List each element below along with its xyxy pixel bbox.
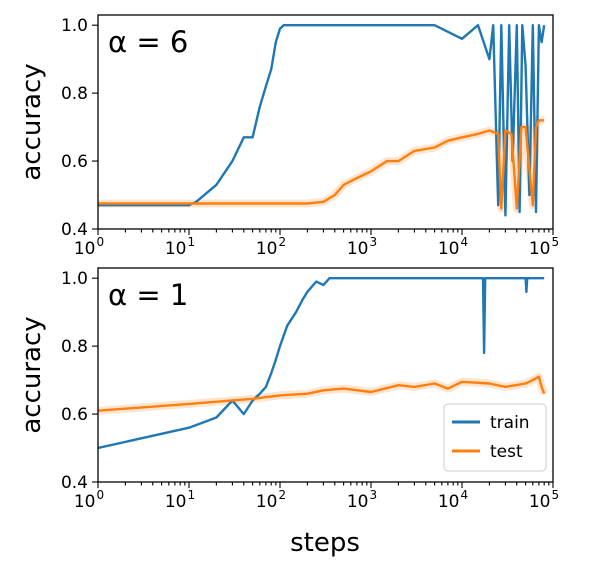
x-tick-label-2: 102 bbox=[256, 488, 286, 512]
x-tick-label-5: 105 bbox=[529, 235, 559, 259]
panel-title-top: α = 6 bbox=[108, 25, 188, 59]
x-tick-label-0: 100 bbox=[74, 488, 104, 512]
y-tick-label-0: 0.4 bbox=[61, 220, 88, 240]
series-test-line-panel-0 bbox=[98, 119, 545, 210]
y-tick-label-0: 0.4 bbox=[61, 473, 88, 493]
x-tick-label-3: 103 bbox=[347, 488, 377, 512]
series-train-line-panel-0 bbox=[98, 24, 546, 217]
legend-label-train: train bbox=[490, 413, 530, 433]
x-tick-label-5: 105 bbox=[529, 488, 559, 512]
y-tick-label-1: 0.6 bbox=[61, 405, 88, 425]
x-tick-label-2: 102 bbox=[256, 235, 286, 259]
x-tick-label-1: 101 bbox=[165, 488, 195, 512]
plot-area-top bbox=[98, 24, 546, 217]
y-tick-label-2: 0.8 bbox=[61, 84, 88, 104]
y-tick-label-3: 1.0 bbox=[61, 16, 88, 36]
series-train-line-panel-1 bbox=[98, 277, 545, 450]
x-tick-label-4: 104 bbox=[438, 235, 468, 259]
y-axis-label-bottom: accuracy bbox=[17, 316, 47, 433]
x-tick-label-1: 101 bbox=[165, 235, 195, 259]
x-tick-label-4: 104 bbox=[438, 488, 468, 512]
axes-frame-top bbox=[97, 14, 554, 230]
y-tick-label-1: 0.6 bbox=[61, 152, 88, 172]
panel-title-bottom: α = 1 bbox=[108, 278, 188, 312]
axes-frame-bottom bbox=[97, 267, 554, 483]
legend: train test bbox=[443, 403, 547, 472]
series-test-line-panel-1 bbox=[98, 375, 546, 412]
x-axis-label: steps bbox=[290, 528, 360, 558]
y-axis-label-top: accuracy bbox=[17, 63, 47, 180]
panel-alpha-1: 100 101 102 103 104 105 0.4 0.6 0.8 1.0 α = 1 acc… bbox=[17, 267, 559, 512]
y-tick-label-3: 1.0 bbox=[61, 269, 88, 289]
legend-label-test: test bbox=[490, 442, 523, 462]
plot-area-bottom bbox=[98, 277, 548, 450]
x-tick-label-3: 103 bbox=[347, 235, 377, 259]
y-tick-label-2: 0.8 bbox=[61, 337, 88, 357]
